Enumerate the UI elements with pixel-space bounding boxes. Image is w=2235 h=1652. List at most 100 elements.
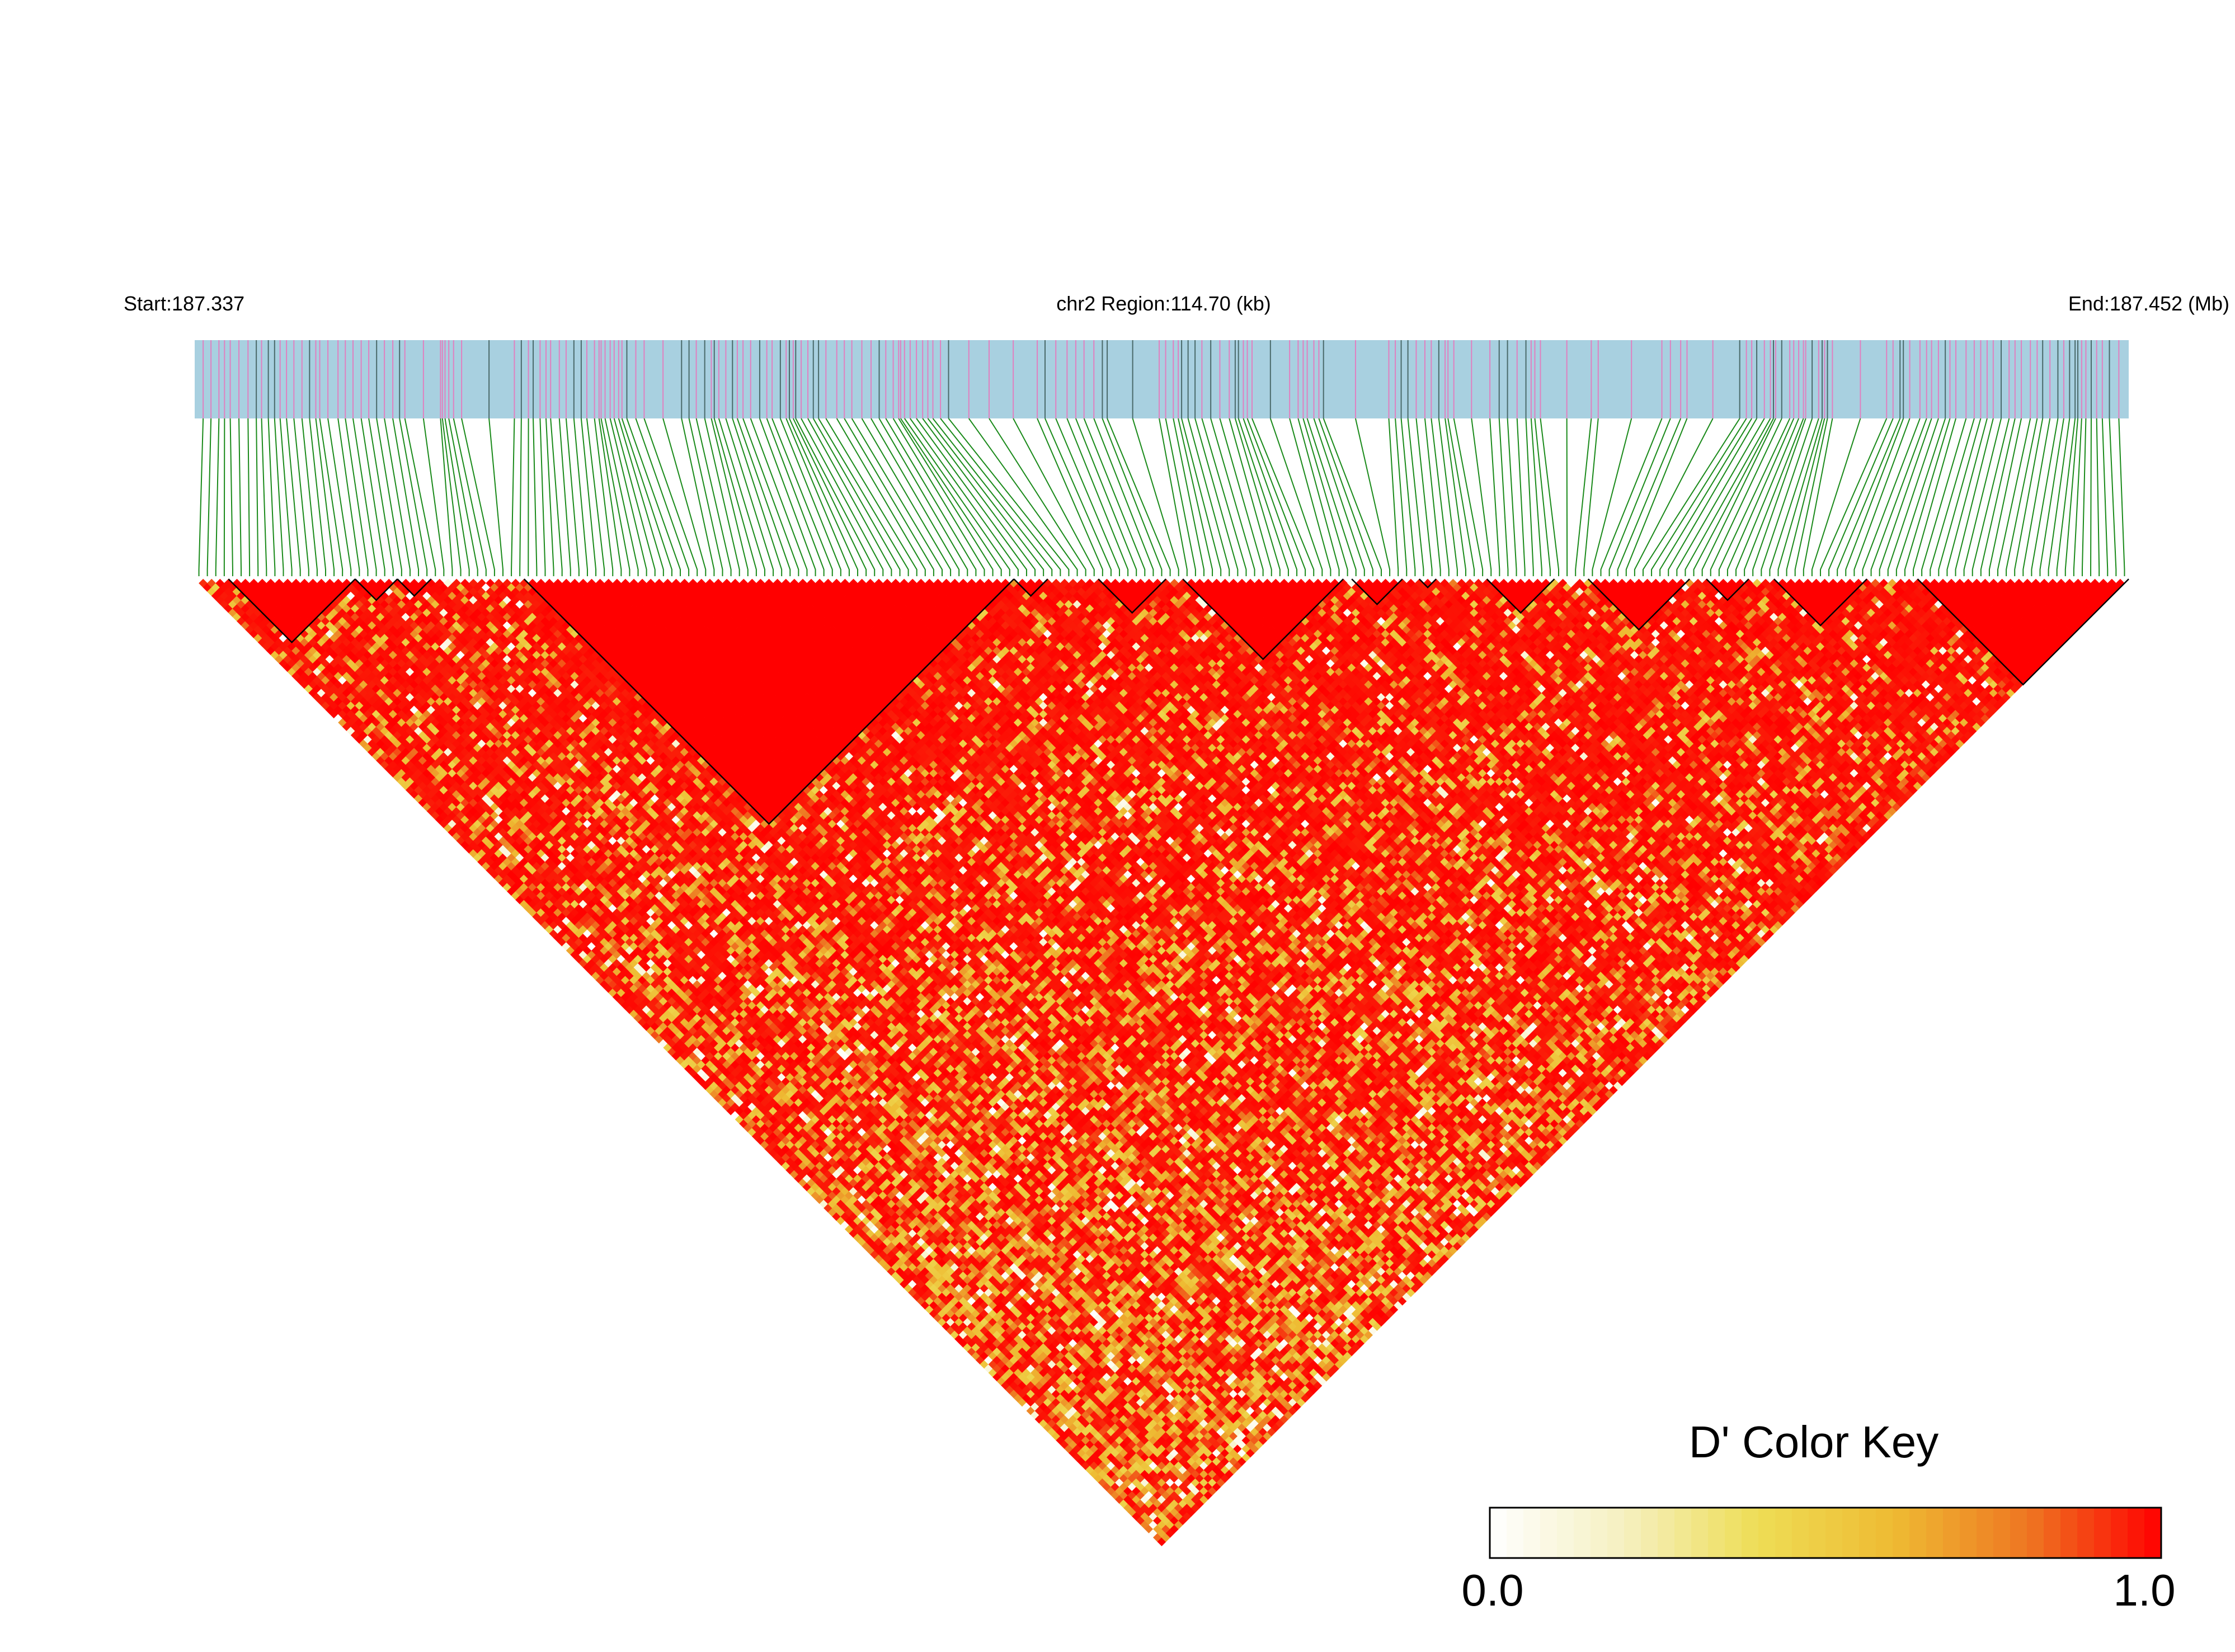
snp-connector: [792, 418, 867, 576]
snp-connector: [441, 418, 462, 576]
snp-connector: [910, 418, 1019, 576]
snp-connector: [1534, 418, 1551, 576]
snp-connector: [488, 418, 504, 576]
snp-connector: [1819, 418, 1888, 576]
snp-connector: [2039, 418, 2064, 576]
snp-connector: [2081, 418, 2087, 576]
snp-connector: [1955, 418, 1994, 576]
snp-connector: [922, 418, 1036, 576]
snp-connector: [1634, 418, 1714, 576]
snp-connector: [948, 418, 1070, 576]
snp-connector: [1388, 418, 1399, 576]
snp-connector: [1438, 418, 1458, 576]
snp-connector: [519, 418, 522, 576]
snp-connector: [267, 418, 276, 576]
snp-connector: [1828, 418, 1894, 576]
snp-connector: [444, 418, 470, 576]
snp-connector: [1988, 418, 2022, 576]
snp-connector: [766, 418, 825, 576]
snp-connector: [713, 418, 757, 576]
snp-connector: [1862, 418, 1921, 576]
snp-connector: [573, 418, 588, 576]
snp-connector: [759, 418, 816, 576]
snp-connector: [2014, 418, 2044, 576]
snp-connector: [261, 418, 267, 576]
snp-connector: [2064, 418, 2079, 576]
snp-connector: [384, 418, 411, 576]
snp-connector: [927, 418, 1044, 576]
snp-connector: [2118, 418, 2125, 576]
snp-connector: [878, 418, 968, 576]
snp-connector: [1625, 418, 1688, 576]
snp-connector: [1395, 418, 1408, 576]
snp-connector: [604, 418, 639, 576]
snp-connector: [1297, 418, 1340, 576]
snp-connector: [898, 418, 994, 576]
snp-connector: [256, 418, 259, 576]
snp-connector: [1238, 418, 1289, 576]
ld-matrix: [199, 578, 2125, 1546]
snp-connector: [785, 418, 850, 576]
snp-connector: [1165, 418, 1196, 576]
snp-connector: [1685, 418, 1771, 576]
snp-connector: [844, 418, 934, 576]
snp-connector: [319, 418, 344, 576]
snp-connector: [598, 418, 622, 576]
snp-connector: [1066, 418, 1129, 576]
snp-connector: [1811, 418, 1861, 576]
snp-connector: [1853, 418, 1911, 576]
snp-connector: [247, 418, 251, 576]
snp-connector: [871, 418, 960, 576]
snp-connector: [1447, 418, 1475, 576]
snp-connector: [968, 418, 1078, 576]
snp-connector: [2006, 418, 2038, 576]
snp-connector: [2031, 418, 2059, 576]
snp-connector: [1761, 418, 1813, 576]
snp-connector: [1786, 418, 1825, 576]
snp-connector: [1313, 418, 1365, 576]
snp-connector: [1246, 418, 1306, 576]
snp-connector: [448, 418, 478, 576]
snp-connector: [376, 418, 402, 576]
snp-connector: [286, 418, 301, 576]
snp-connector: [643, 418, 698, 576]
end-label: End:187.452 (Mb): [2068, 292, 2229, 315]
snp-connector: [1037, 418, 1103, 576]
snp-connector: [818, 418, 909, 576]
snp-connector: [1938, 418, 1982, 576]
snp-connector: [2109, 418, 2117, 576]
snp-connector: [2073, 418, 2082, 576]
snp-connector: [2096, 418, 2100, 576]
snp-connector: [1971, 418, 2010, 576]
snp-connector: [1525, 418, 1534, 576]
snp-connector: [1055, 418, 1121, 576]
snp-connector: [1444, 418, 1466, 576]
snp-connector: [238, 418, 242, 576]
snp-connector: [618, 418, 664, 576]
snp-connector: [301, 418, 318, 576]
snp-connector: [695, 418, 732, 576]
snp-connector: [293, 418, 309, 576]
snp-connector: [229, 418, 233, 576]
snp-connector: [422, 418, 445, 576]
snp-connector: [851, 418, 943, 576]
snp-connector: [688, 418, 723, 576]
snp-connector: [1178, 418, 1213, 576]
snp-connector: [1726, 418, 1795, 576]
snp-connector: [392, 418, 420, 576]
snp-connector: [940, 418, 1061, 576]
snp-connector: [1234, 418, 1281, 576]
snp-connector: [1424, 418, 1441, 576]
snp-connector: [836, 418, 926, 576]
snp-connector: [1201, 418, 1247, 576]
snp-connector: [801, 418, 884, 576]
snp-connector: [1575, 418, 1592, 576]
snp-connector: [1963, 418, 2002, 576]
snp-connector: [1323, 418, 1382, 576]
snp-connector: [1651, 418, 1747, 576]
snp-connector: [558, 418, 571, 576]
snp-connector: [1194, 418, 1239, 576]
snp-connector: [1159, 418, 1188, 576]
snp-connector: [613, 418, 656, 576]
